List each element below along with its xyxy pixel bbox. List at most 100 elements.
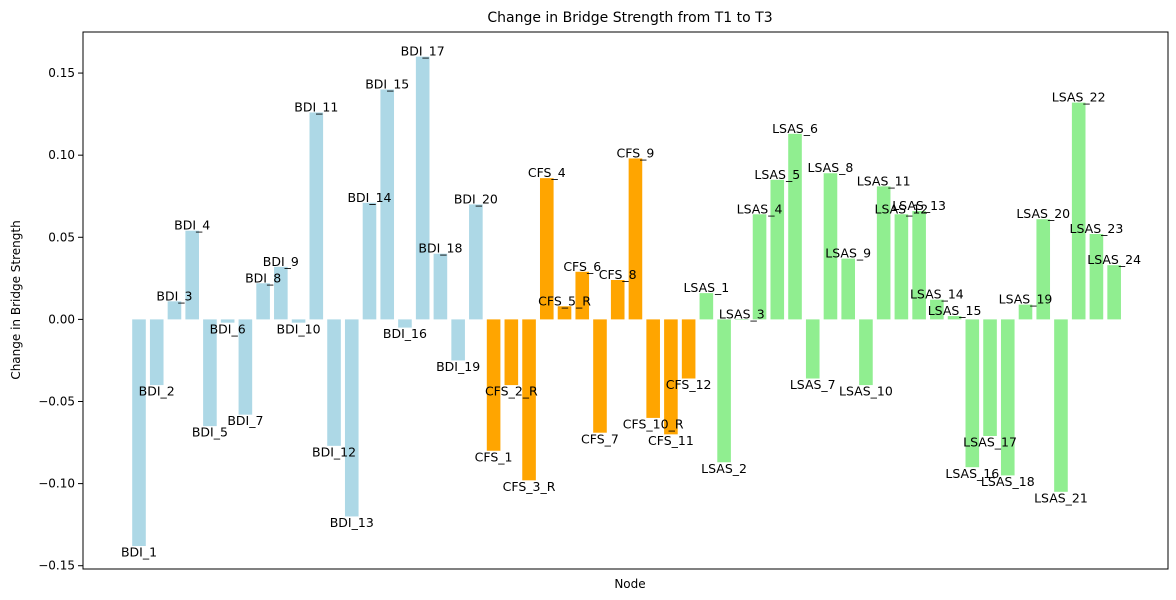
bar-bdi-19 (451, 319, 465, 361)
bar-label-bdi-11: BDI_11 (294, 99, 338, 114)
bar-label-lsas-22: LSAS_22 (1052, 90, 1106, 105)
bar-lsas-9 (841, 258, 855, 320)
y-tick-label: −0.05 (38, 395, 75, 409)
bar-label-cfs-8: CFS_8 (599, 267, 637, 282)
bar-label-cfs-1: CFS_1 (475, 449, 513, 464)
bar-cfs-9 (628, 158, 643, 320)
bar-label-lsas-19: LSAS_19 (999, 292, 1053, 307)
bar-label-bdi-18: BDI_18 (418, 241, 462, 256)
bar-bdi-14 (362, 202, 377, 320)
bar-label-lsas-6: LSAS_6 (772, 121, 818, 136)
bar-lsas-19 (1018, 304, 1033, 320)
bar-bdi-5 (203, 319, 217, 427)
bar-cfs-7 (593, 319, 607, 433)
x-axis-label: Node (614, 577, 645, 591)
bar-label-bdi-13: BDI_13 (330, 515, 374, 530)
bar-label-cfs-10-r: CFS_10_R (623, 417, 684, 432)
bar-labels-layer: BDI_1 BDI_2 BDI_3 BDI_4 BDI_5 BDI_6 BDI_7 BDI_8… (121, 44, 1141, 560)
bar-lsas-22 (1071, 102, 1086, 320)
bar-lsas-15 (947, 316, 962, 320)
bar-label-lsas-4: LSAS_4 (737, 201, 783, 216)
bar-label-lsas-5: LSAS_5 (754, 167, 800, 182)
bar-label-lsas-23: LSAS_23 (1070, 221, 1124, 236)
bar-bdi-18 (433, 253, 448, 320)
bar-label-lsas-15: LSAS_15 (928, 303, 982, 318)
bar-label-lsas-3: LSAS_3 (719, 306, 765, 321)
bar-label-cfs-12: CFS_12 (666, 377, 712, 392)
bar-label-lsas-13: LSAS_13 (892, 198, 946, 213)
bar-bdi-3 (167, 301, 182, 320)
y-tick-label: 0.10 (48, 148, 75, 162)
bar-cfs-6 (575, 271, 590, 320)
bar-label-bdi-9: BDI_9 (263, 254, 299, 269)
bars-layer (132, 56, 1121, 547)
bar-cfs-4 (539, 178, 554, 320)
bar-bdi-16 (398, 319, 412, 328)
bar-lsas-14 (930, 299, 944, 320)
bar-label-bdi-6: BDI_6 (210, 321, 246, 336)
bar-label-cfs-6: CFS_6 (563, 259, 601, 274)
bar-label-cfs-7: CFS_7 (581, 431, 619, 446)
bar-lsas-11 (876, 186, 891, 320)
bar-label-cfs-11: CFS_11 (648, 433, 694, 448)
bar-cfs-1 (486, 319, 501, 451)
bar-label-lsas-1: LSAS_1 (683, 280, 729, 295)
bar-lsas-8 (823, 173, 838, 320)
bar-label-bdi-1: BDI_1 (121, 545, 157, 560)
bar-label-lsas-8: LSAS_8 (808, 160, 854, 175)
bar-lsas-24 (1107, 265, 1121, 320)
bar-label-bdi-3: BDI_3 (156, 288, 192, 303)
bar-label-cfs-2-r: CFS_2_R (485, 384, 538, 399)
bar-lsas-13 (912, 211, 926, 320)
bar-label-lsas-21: LSAS_21 (1034, 490, 1088, 505)
y-axis: −0.15 −0.10 −0.05 0.00 0.05 0.10 0.15 (38, 66, 83, 573)
bar-lsas-20 (1036, 219, 1051, 320)
bar-label-lsas-16: LSAS_16 (945, 466, 999, 481)
bar-label-lsas-7: LSAS_7 (790, 377, 836, 392)
bar-bdi-7 (238, 319, 253, 415)
bar-lsas-1 (699, 293, 714, 320)
chart-title: Change in Bridge Strength from T1 to T3 (487, 10, 772, 26)
bar-lsas-12 (894, 214, 909, 320)
bar-label-lsas-9: LSAS_9 (825, 246, 871, 261)
bar-lsas-5 (770, 179, 785, 320)
bar-lsas-17 (983, 319, 997, 436)
bar-label-bdi-12: BDI_12 (312, 444, 356, 459)
bar-label-bdi-10: BDI_10 (277, 321, 321, 336)
bar-lsas-21 (1054, 319, 1068, 492)
bar-lsas-7 (805, 319, 820, 379)
bar-bdi-6 (220, 319, 235, 323)
bar-label-lsas-11: LSAS_11 (857, 173, 911, 188)
bar-bdi-11 (309, 112, 324, 320)
bar-cfs-2-r (504, 319, 519, 386)
bar-lsas-3 (735, 319, 749, 320)
bar-lsas-10 (859, 319, 873, 386)
y-tick-label: 0.15 (48, 66, 75, 80)
bar-label-bdi-8: BDI_8 (245, 270, 281, 285)
bar-label-cfs-3-r: CFS_3_R (503, 479, 556, 494)
bar-lsas-2 (717, 319, 731, 463)
bar-cfs-12 (681, 319, 696, 379)
bar-cfs-5-r (557, 306, 572, 320)
bar-cfs-8 (610, 279, 625, 320)
bar-label-cfs-4: CFS_4 (528, 165, 566, 180)
bar-label-bdi-7: BDI_7 (227, 413, 263, 428)
bar-label-cfs-9: CFS_9 (617, 145, 655, 160)
bar-bdi-4 (185, 230, 199, 320)
bar-label-lsas-18: LSAS_18 (981, 474, 1035, 489)
plot-frame (82, 31, 1169, 570)
bar-lsas-16 (965, 319, 980, 468)
bar-label-lsas-12: LSAS_12 (874, 201, 928, 216)
bar-bdi-20 (469, 204, 483, 320)
bar-bdi-15 (380, 89, 395, 320)
bar-lsas-18 (1000, 319, 1015, 476)
bar-cfs-10-r (646, 319, 660, 418)
bar-bdi-9 (274, 266, 288, 320)
y-axis-label: Change in Bridge Strength (9, 220, 23, 379)
bar-bdi-2 (149, 319, 164, 386)
bar-label-bdi-16: BDI_16 (383, 326, 427, 341)
bar-label-lsas-2: LSAS_2 (701, 461, 747, 476)
bar-bdi-12 (327, 319, 341, 446)
bar-lsas-23 (1089, 233, 1104, 320)
